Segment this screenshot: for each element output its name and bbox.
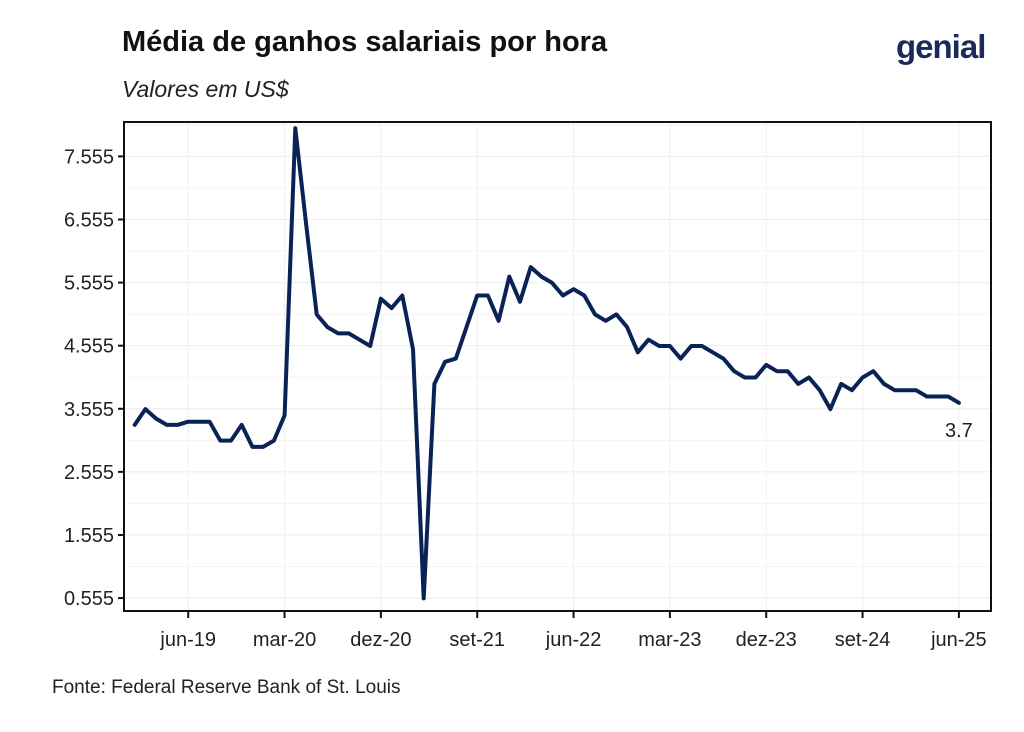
y-tick-label: 3.555 — [64, 399, 114, 421]
chart-title: Média de ganhos salariais por hora — [122, 26, 608, 58]
y-tick-label: 2.555 — [64, 462, 114, 484]
y-axis: 0.555 1.555 2.555 3.555 4.555 5.555 6.555 7.555 — [64, 146, 124, 610]
y-tick-label: 4.555 — [64, 336, 114, 358]
x-tick-label: set-21 — [449, 629, 505, 651]
x-tick-label: jun-22 — [545, 629, 602, 651]
x-axis: jun-19 mar-20 dez-20 set-21 jun-22 mar-23 dez-… — [159, 611, 987, 651]
y-tick-label: 0.555 — [64, 588, 114, 610]
end-value-label: 3.7 — [945, 420, 973, 442]
x-tick-label: dez-20 — [350, 629, 411, 651]
x-tick-label: dez-23 — [736, 629, 797, 651]
y-tick-label: 6.555 — [64, 209, 114, 231]
genial-logo: genial — [896, 28, 986, 65]
plot-frame — [123, 121, 992, 612]
x-tick-label: jun-25 — [930, 629, 987, 651]
y-tick-label: 7.555 — [64, 146, 114, 168]
x-tick-label: set-24 — [835, 629, 891, 651]
gridlines — [124, 122, 991, 611]
y-tick-label: 1.555 — [64, 525, 114, 547]
wage-line-series — [132, 126, 961, 601]
x-tick-label: mar-20 — [253, 629, 316, 651]
x-tick-label: jun-19 — [159, 629, 216, 651]
x-tick-label: mar-23 — [638, 629, 701, 651]
y-tick-label: 5.555 — [64, 273, 114, 295]
source-note: Fonte: Federal Reserve Bank of St. Louis — [52, 677, 401, 698]
chart-subtitle: Valores em US$ — [122, 76, 289, 102]
